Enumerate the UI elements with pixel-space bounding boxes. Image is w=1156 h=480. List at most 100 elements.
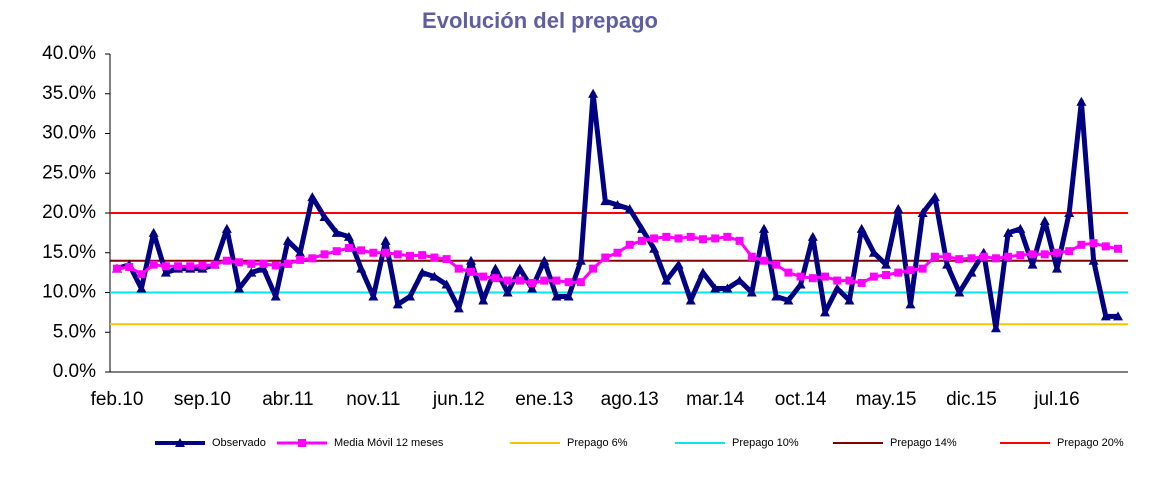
- chart-title: Evolución del prepago: [422, 8, 658, 33]
- marker: [650, 234, 659, 243]
- y-tick-label: 0.0%: [53, 361, 96, 382]
- marker: [881, 259, 892, 269]
- marker: [759, 256, 768, 265]
- marker: [808, 274, 817, 283]
- marker: [857, 278, 866, 287]
- marker: [344, 243, 353, 252]
- marker: [357, 246, 366, 255]
- x-tick-label: dic.15: [946, 389, 997, 410]
- y-tick-label: 10.0%: [42, 282, 96, 303]
- marker: [331, 227, 342, 237]
- marker: [783, 295, 794, 305]
- marker: [869, 272, 878, 281]
- marker: [673, 259, 684, 269]
- y-tick-label: 25.0%: [42, 162, 96, 183]
- marker: [319, 211, 330, 221]
- marker: [662, 232, 671, 241]
- marker: [149, 260, 158, 269]
- marker: [821, 272, 830, 281]
- marker: [1114, 244, 1122, 253]
- x-tick-label: oct.14: [775, 389, 827, 410]
- legend-marker: [298, 439, 306, 447]
- marker: [453, 303, 464, 313]
- marker: [161, 262, 170, 271]
- marker: [1039, 215, 1050, 225]
- marker: [589, 264, 598, 273]
- marker: [515, 276, 524, 285]
- marker: [955, 255, 964, 264]
- marker: [381, 248, 390, 257]
- marker: [430, 253, 439, 262]
- marker: [552, 276, 561, 285]
- marker: [1101, 242, 1110, 251]
- marker: [1016, 251, 1025, 260]
- marker: [405, 251, 414, 260]
- marker: [418, 251, 427, 260]
- marker: [258, 263, 269, 273]
- marker: [271, 261, 280, 270]
- marker: [540, 276, 549, 285]
- marker: [235, 258, 244, 267]
- marker: [1113, 311, 1123, 321]
- marker: [612, 200, 623, 210]
- marker: [698, 235, 707, 244]
- legend-label: Prepago 6%: [567, 437, 628, 449]
- marker: [636, 223, 647, 233]
- marker: [136, 283, 147, 293]
- marker: [125, 263, 134, 272]
- marker: [490, 263, 501, 273]
- marker: [221, 223, 232, 233]
- marker: [343, 231, 354, 241]
- marker: [1003, 227, 1014, 237]
- marker: [502, 287, 513, 297]
- marker: [711, 234, 720, 243]
- marker: [1015, 223, 1026, 233]
- marker: [905, 299, 916, 309]
- marker: [454, 264, 463, 273]
- marker: [735, 236, 744, 245]
- marker: [906, 266, 915, 275]
- marker: [784, 268, 793, 277]
- marker: [747, 252, 756, 261]
- marker: [283, 259, 292, 268]
- legend-marker: [175, 438, 185, 447]
- marker: [247, 259, 256, 268]
- x-tick-label: nov.11: [346, 389, 400, 410]
- marker: [820, 307, 831, 317]
- marker: [930, 252, 939, 261]
- marker: [943, 252, 952, 261]
- marker: [528, 278, 537, 287]
- marker: [833, 276, 842, 285]
- marker: [979, 252, 988, 261]
- marker: [795, 279, 806, 289]
- x-tick-label: ago.13: [601, 389, 659, 410]
- marker: [697, 267, 708, 277]
- marker: [1065, 247, 1074, 256]
- marker: [308, 254, 317, 263]
- marker: [429, 271, 440, 281]
- marker: [601, 253, 610, 262]
- marker: [320, 250, 329, 259]
- marker: [539, 255, 550, 265]
- marker: [491, 274, 500, 283]
- marker: [832, 283, 843, 293]
- marker: [1051, 263, 1062, 273]
- marker: [442, 255, 451, 264]
- marker: [1040, 250, 1049, 259]
- marker: [796, 272, 805, 281]
- marker: [722, 283, 733, 293]
- marker: [392, 299, 403, 309]
- marker: [918, 264, 927, 273]
- marker: [332, 247, 341, 256]
- marker: [588, 88, 599, 98]
- marker: [576, 278, 585, 287]
- marker: [771, 291, 782, 301]
- marker: [404, 291, 415, 301]
- marker: [160, 267, 171, 277]
- marker: [990, 323, 1001, 333]
- marker: [174, 262, 183, 271]
- marker: [113, 264, 121, 273]
- marker: [1028, 250, 1037, 259]
- marker: [369, 248, 378, 257]
- marker: [296, 255, 305, 264]
